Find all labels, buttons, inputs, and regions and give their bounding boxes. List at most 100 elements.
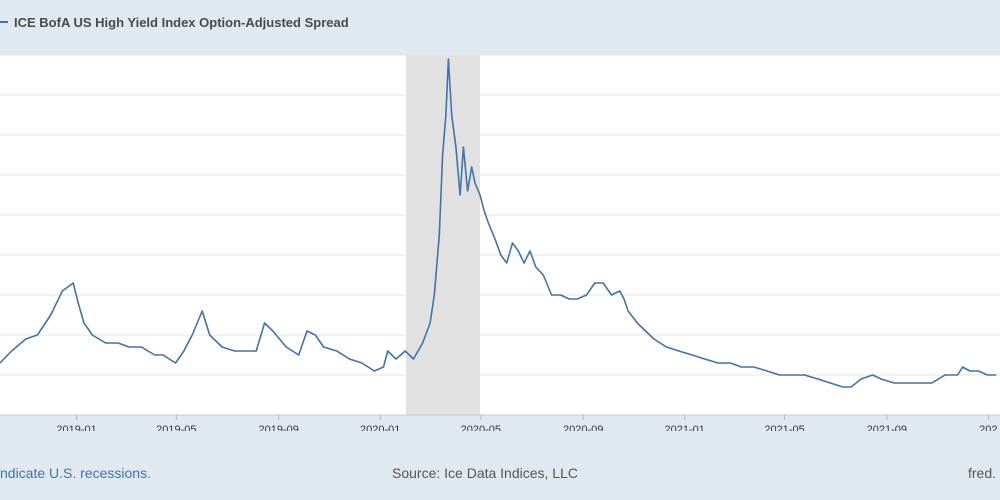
data-point — [209, 334, 211, 336]
data-point — [336, 350, 338, 352]
data-point — [471, 166, 473, 168]
source-label: Source: Ice Data Indices, LLC — [392, 465, 578, 481]
data-point — [511, 242, 514, 244]
data-point — [740, 366, 742, 368]
data-point — [183, 350, 185, 352]
data-point — [644, 330, 647, 332]
data-point — [610, 294, 613, 296]
data-point — [404, 350, 406, 352]
data-point — [174, 362, 177, 364]
data-point — [201, 310, 203, 312]
data-point — [272, 330, 274, 332]
data-point — [298, 354, 300, 356]
data-point — [906, 382, 908, 384]
data-point — [234, 350, 236, 352]
data-point — [717, 362, 719, 364]
data-point — [880, 378, 882, 380]
data-point — [474, 182, 476, 184]
data-point — [636, 322, 638, 324]
data-point — [77, 302, 79, 304]
data-point — [872, 374, 874, 376]
data-point — [306, 330, 308, 332]
data-point — [445, 114, 447, 116]
data-point — [619, 290, 621, 292]
recession-note: ndicate U.S. recessions. — [0, 465, 151, 481]
data-point — [627, 310, 629, 312]
data-point — [314, 334, 316, 336]
chart-plot: 2019-01 2019-05 2019-09 2020-01 2020-05 2020-… — [0, 55, 1000, 431]
data-point — [323, 346, 325, 348]
data-point — [678, 350, 680, 352]
data-point — [263, 322, 266, 324]
data-point — [535, 266, 537, 268]
data-point — [550, 294, 553, 296]
data-point — [441, 154, 444, 156]
data-point — [956, 374, 959, 376]
legend-label: ICE BofA US High Yield Index Option-Adju… — [14, 14, 349, 30]
data-point — [466, 190, 469, 192]
x-tick-label: 2020-05 — [461, 424, 501, 431]
plot-area — [0, 55, 1000, 415]
data-point — [766, 370, 768, 372]
data-point — [455, 146, 457, 148]
data-point — [691, 354, 693, 356]
data-point — [412, 358, 415, 360]
data-point — [50, 314, 52, 316]
data-point — [829, 382, 831, 384]
data-point — [154, 354, 156, 356]
data-point — [361, 362, 363, 364]
data-point — [860, 378, 862, 380]
data-point — [665, 346, 667, 348]
data-point — [451, 114, 453, 116]
data-point — [803, 374, 806, 376]
data-point — [842, 386, 844, 388]
data-point — [560, 294, 562, 296]
data-point — [529, 250, 531, 252]
data-point — [11, 350, 13, 352]
x-tick-label: 2019-01 — [56, 424, 96, 431]
data-point — [977, 370, 979, 372]
data-point — [83, 322, 85, 324]
data-point — [623, 298, 625, 300]
data-point — [778, 374, 781, 376]
data-point — [348, 358, 351, 360]
data-point — [602, 282, 604, 284]
data-point — [462, 146, 464, 148]
data-point — [969, 370, 971, 372]
data-point — [729, 362, 732, 364]
legend: ICE BofA US High Yield Index Option-Adju… — [0, 8, 349, 36]
data-point — [961, 366, 964, 368]
data-point — [395, 358, 397, 360]
data-point — [433, 294, 435, 296]
data-point — [893, 382, 895, 384]
data-point — [944, 374, 946, 376]
data-point — [542, 274, 544, 276]
data-point — [128, 346, 130, 348]
data-point — [117, 342, 119, 344]
data-point — [506, 262, 508, 264]
data-point — [986, 374, 989, 376]
credit-label: fred. — [968, 465, 997, 481]
data-point — [246, 350, 248, 352]
data-point — [191, 334, 193, 336]
data-point — [483, 210, 485, 212]
x-tick-label: 2020-09 — [563, 424, 603, 431]
data-point — [162, 354, 164, 356]
data-point — [653, 338, 655, 340]
data-point — [72, 282, 74, 284]
data-point — [995, 374, 997, 376]
data-point — [487, 222, 489, 224]
x-tick-label: 2021-09 — [867, 424, 907, 431]
data-point — [594, 282, 596, 284]
data-point — [585, 294, 588, 296]
data-point — [36, 334, 39, 336]
data-point — [459, 194, 461, 196]
data-point — [523, 262, 525, 264]
x-tick-label: 2021-01 — [665, 424, 705, 431]
data-point — [850, 386, 852, 388]
x-tick-label: 202 — [979, 424, 997, 431]
legend-line-icon — [0, 21, 8, 23]
data-point — [140, 346, 143, 348]
data-point — [568, 298, 570, 300]
data-point — [931, 382, 933, 384]
